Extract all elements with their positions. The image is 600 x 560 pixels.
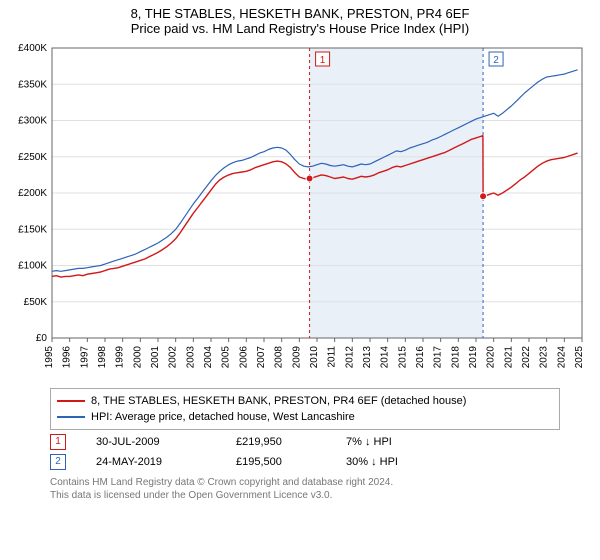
svg-text:2006: 2006 bbox=[238, 346, 249, 369]
svg-text:£350K: £350K bbox=[18, 79, 47, 90]
legend-label-property: 8, THE STABLES, HESKETH BANK, PRESTON, P… bbox=[91, 393, 466, 409]
svg-text:1995: 1995 bbox=[44, 346, 55, 369]
svg-text:2005: 2005 bbox=[221, 346, 232, 369]
attribution-block: Contains HM Land Registry data © Crown c… bbox=[50, 476, 560, 502]
svg-text:1996: 1996 bbox=[62, 346, 73, 369]
price-chart-svg: £0 £50K £100K £150K £200K £250K £300K £350K £400… bbox=[10, 42, 590, 382]
attribution-line-2: This data is licensed under the Open Gov… bbox=[50, 489, 560, 502]
svg-text:1997: 1997 bbox=[79, 346, 90, 369]
legend-row-hpi: HPI: Average price, detached house, West… bbox=[57, 409, 553, 425]
svg-text:2018: 2018 bbox=[450, 346, 461, 369]
svg-text:2004: 2004 bbox=[203, 346, 214, 369]
legend-row-property: 8, THE STABLES, HESKETH BANK, PRESTON, P… bbox=[57, 393, 553, 409]
chart-area: £0 £50K £100K £150K £200K £250K £300K £350K £400… bbox=[10, 42, 590, 382]
sale-price-2: £195,500 bbox=[236, 456, 316, 468]
svg-text:£0: £0 bbox=[36, 333, 48, 344]
attribution-line-1: Contains HM Land Registry data © Crown c… bbox=[50, 476, 560, 489]
sale-date-1: 30-JUL-2009 bbox=[96, 436, 206, 448]
sale-price-1: £219,950 bbox=[236, 436, 316, 448]
svg-text:£250K: £250K bbox=[18, 152, 47, 163]
svg-text:2009: 2009 bbox=[291, 346, 302, 369]
sale-badge-1: 1 bbox=[50, 434, 66, 450]
svg-text:£200K: £200K bbox=[18, 188, 47, 199]
svg-text:2: 2 bbox=[493, 55, 499, 66]
sale-badge-2: 2 bbox=[50, 454, 66, 470]
sale-diff-2: 30% ↓ HPI bbox=[346, 456, 398, 468]
svg-text:2013: 2013 bbox=[362, 346, 373, 369]
svg-text:2000: 2000 bbox=[132, 346, 143, 369]
sale-diff-1: 7% ↓ HPI bbox=[346, 436, 392, 448]
svg-text:2011: 2011 bbox=[327, 346, 338, 368]
svg-text:2022: 2022 bbox=[521, 346, 532, 369]
svg-text:2023: 2023 bbox=[539, 346, 550, 369]
legend-swatch-hpi bbox=[57, 416, 85, 418]
svg-text:2001: 2001 bbox=[150, 346, 161, 369]
legend-swatch-property bbox=[57, 400, 85, 402]
svg-text:2016: 2016 bbox=[415, 346, 426, 369]
svg-text:2024: 2024 bbox=[556, 346, 567, 369]
svg-text:£50K: £50K bbox=[24, 297, 48, 308]
svg-text:2021: 2021 bbox=[503, 346, 514, 369]
svg-text:£300K: £300K bbox=[18, 116, 47, 127]
chart-title: 8, THE STABLES, HESKETH BANK, PRESTON, P… bbox=[10, 6, 590, 21]
legend-box: 8, THE STABLES, HESKETH BANK, PRESTON, P… bbox=[50, 388, 560, 430]
svg-text:£400K: £400K bbox=[18, 43, 47, 54]
svg-text:£150K: £150K bbox=[18, 224, 47, 235]
svg-text:2010: 2010 bbox=[309, 346, 320, 369]
svg-text:£100K: £100K bbox=[18, 261, 47, 272]
svg-text:2012: 2012 bbox=[344, 346, 355, 369]
sale-row-1: 1 30-JUL-2009 £219,950 7% ↓ HPI bbox=[50, 434, 560, 450]
legend-label-hpi: HPI: Average price, detached house, West… bbox=[91, 409, 355, 425]
svg-text:2007: 2007 bbox=[256, 346, 267, 369]
svg-text:2008: 2008 bbox=[274, 346, 285, 369]
svg-text:2014: 2014 bbox=[380, 346, 391, 369]
sale-row-2: 2 24-MAY-2019 £195,500 30% ↓ HPI bbox=[50, 454, 560, 470]
svg-text:2020: 2020 bbox=[486, 346, 497, 369]
svg-text:2017: 2017 bbox=[433, 346, 444, 369]
svg-text:2015: 2015 bbox=[397, 346, 408, 369]
svg-text:1999: 1999 bbox=[115, 346, 126, 369]
svg-text:2025: 2025 bbox=[574, 346, 585, 369]
chart-subtitle: Price paid vs. HM Land Registry's House … bbox=[10, 21, 590, 36]
svg-text:2003: 2003 bbox=[185, 346, 196, 369]
page-container: 8, THE STABLES, HESKETH BANK, PRESTON, P… bbox=[0, 0, 600, 560]
svg-text:2002: 2002 bbox=[168, 346, 179, 369]
svg-text:1998: 1998 bbox=[97, 346, 108, 369]
svg-text:1: 1 bbox=[320, 55, 326, 66]
svg-text:2019: 2019 bbox=[468, 346, 479, 369]
sale-date-2: 24-MAY-2019 bbox=[96, 456, 206, 468]
